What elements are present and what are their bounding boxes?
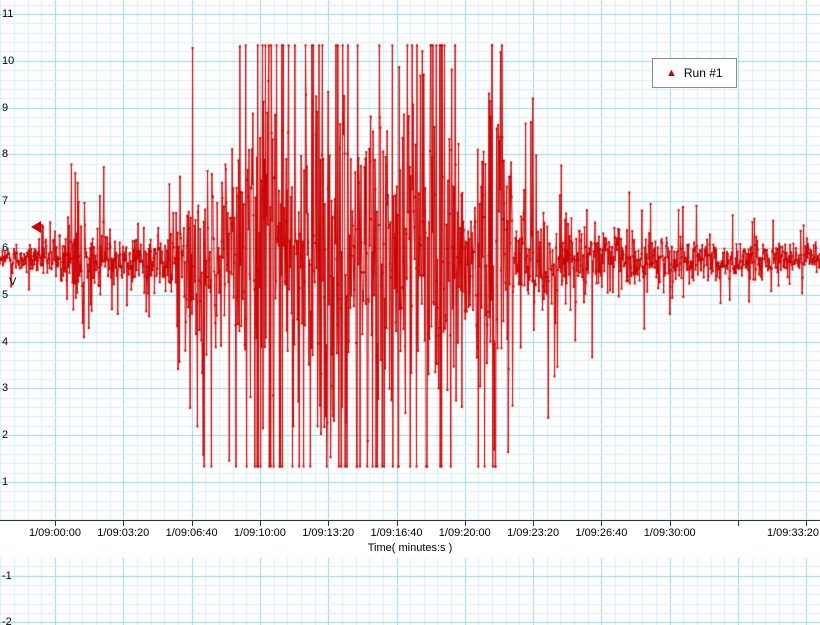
x-axis-tick — [123, 521, 124, 526]
x-axis-label: 1/09:10:00 — [232, 527, 287, 539]
x-axis-tick — [738, 521, 739, 526]
y-axis-label: 6 — [2, 242, 9, 254]
y-axis-label: 10 — [2, 54, 15, 67]
x-axis-tick — [670, 521, 671, 526]
y-axis: 11109876543210-1-2 — [0, 0, 30, 625]
y-axis-label: 9 — [2, 101, 9, 114]
legend: ▲ Run #1 — [652, 58, 737, 88]
y-axis-label: 2 — [2, 429, 9, 442]
x-axis-title: Time( minutes:s ) — [367, 542, 453, 554]
y-axis-label: 1 — [2, 476, 9, 488]
y-axis-label: 7 — [2, 195, 9, 208]
y-axis-label: -1 — [2, 569, 12, 582]
y-axis-label: 4 — [2, 335, 9, 348]
x-axis-tick — [601, 521, 602, 526]
x-axis-label: 1/09:13:20 — [301, 527, 356, 539]
x-axis-label: 1/09:30:00 — [642, 527, 697, 539]
x-axis-label: 1/09:03:20 — [96, 527, 151, 539]
x-axis-tick — [806, 521, 807, 526]
y-axis-label: 8 — [2, 148, 9, 161]
x-axis-tick — [533, 521, 534, 526]
x-axis-label: 1/09:06:40 — [164, 527, 219, 539]
x-axis-label: 1/09:20:00 — [437, 527, 492, 539]
x-axis-label: 1/09:33:20 — [766, 527, 820, 539]
x-axis-tick — [397, 521, 398, 526]
y-axis-label: 11 — [2, 8, 14, 20]
x-axis-tick — [328, 521, 329, 526]
x-axis-label: 1/09:16:40 — [369, 527, 424, 539]
x-axis-label: 1/09:00:00 — [28, 527, 82, 539]
x-axis-tick — [260, 521, 261, 526]
legend-series-label: Run #1 — [683, 66, 723, 80]
x-axis-label: 1/09:23:20 — [506, 527, 561, 539]
x-axis: Time( minutes:s ) 1/09:00:00 1/09:03:20 1/… — [0, 520, 820, 558]
y-axis-label: 3 — [2, 382, 9, 395]
y-axis-label: 5 — [2, 288, 9, 301]
x-axis-tick — [192, 521, 193, 526]
x-axis-tick — [465, 521, 466, 526]
channel-marker-icon[interactable] — [31, 220, 41, 233]
x-axis-tick — [55, 521, 56, 526]
x-axis-label: 1/09:26:40 — [574, 527, 629, 539]
y-axis-label: -2 — [2, 616, 12, 625]
legend-series-marker-icon: ▲ — [666, 66, 677, 79]
y-axis-unit-label: V — [9, 276, 17, 288]
